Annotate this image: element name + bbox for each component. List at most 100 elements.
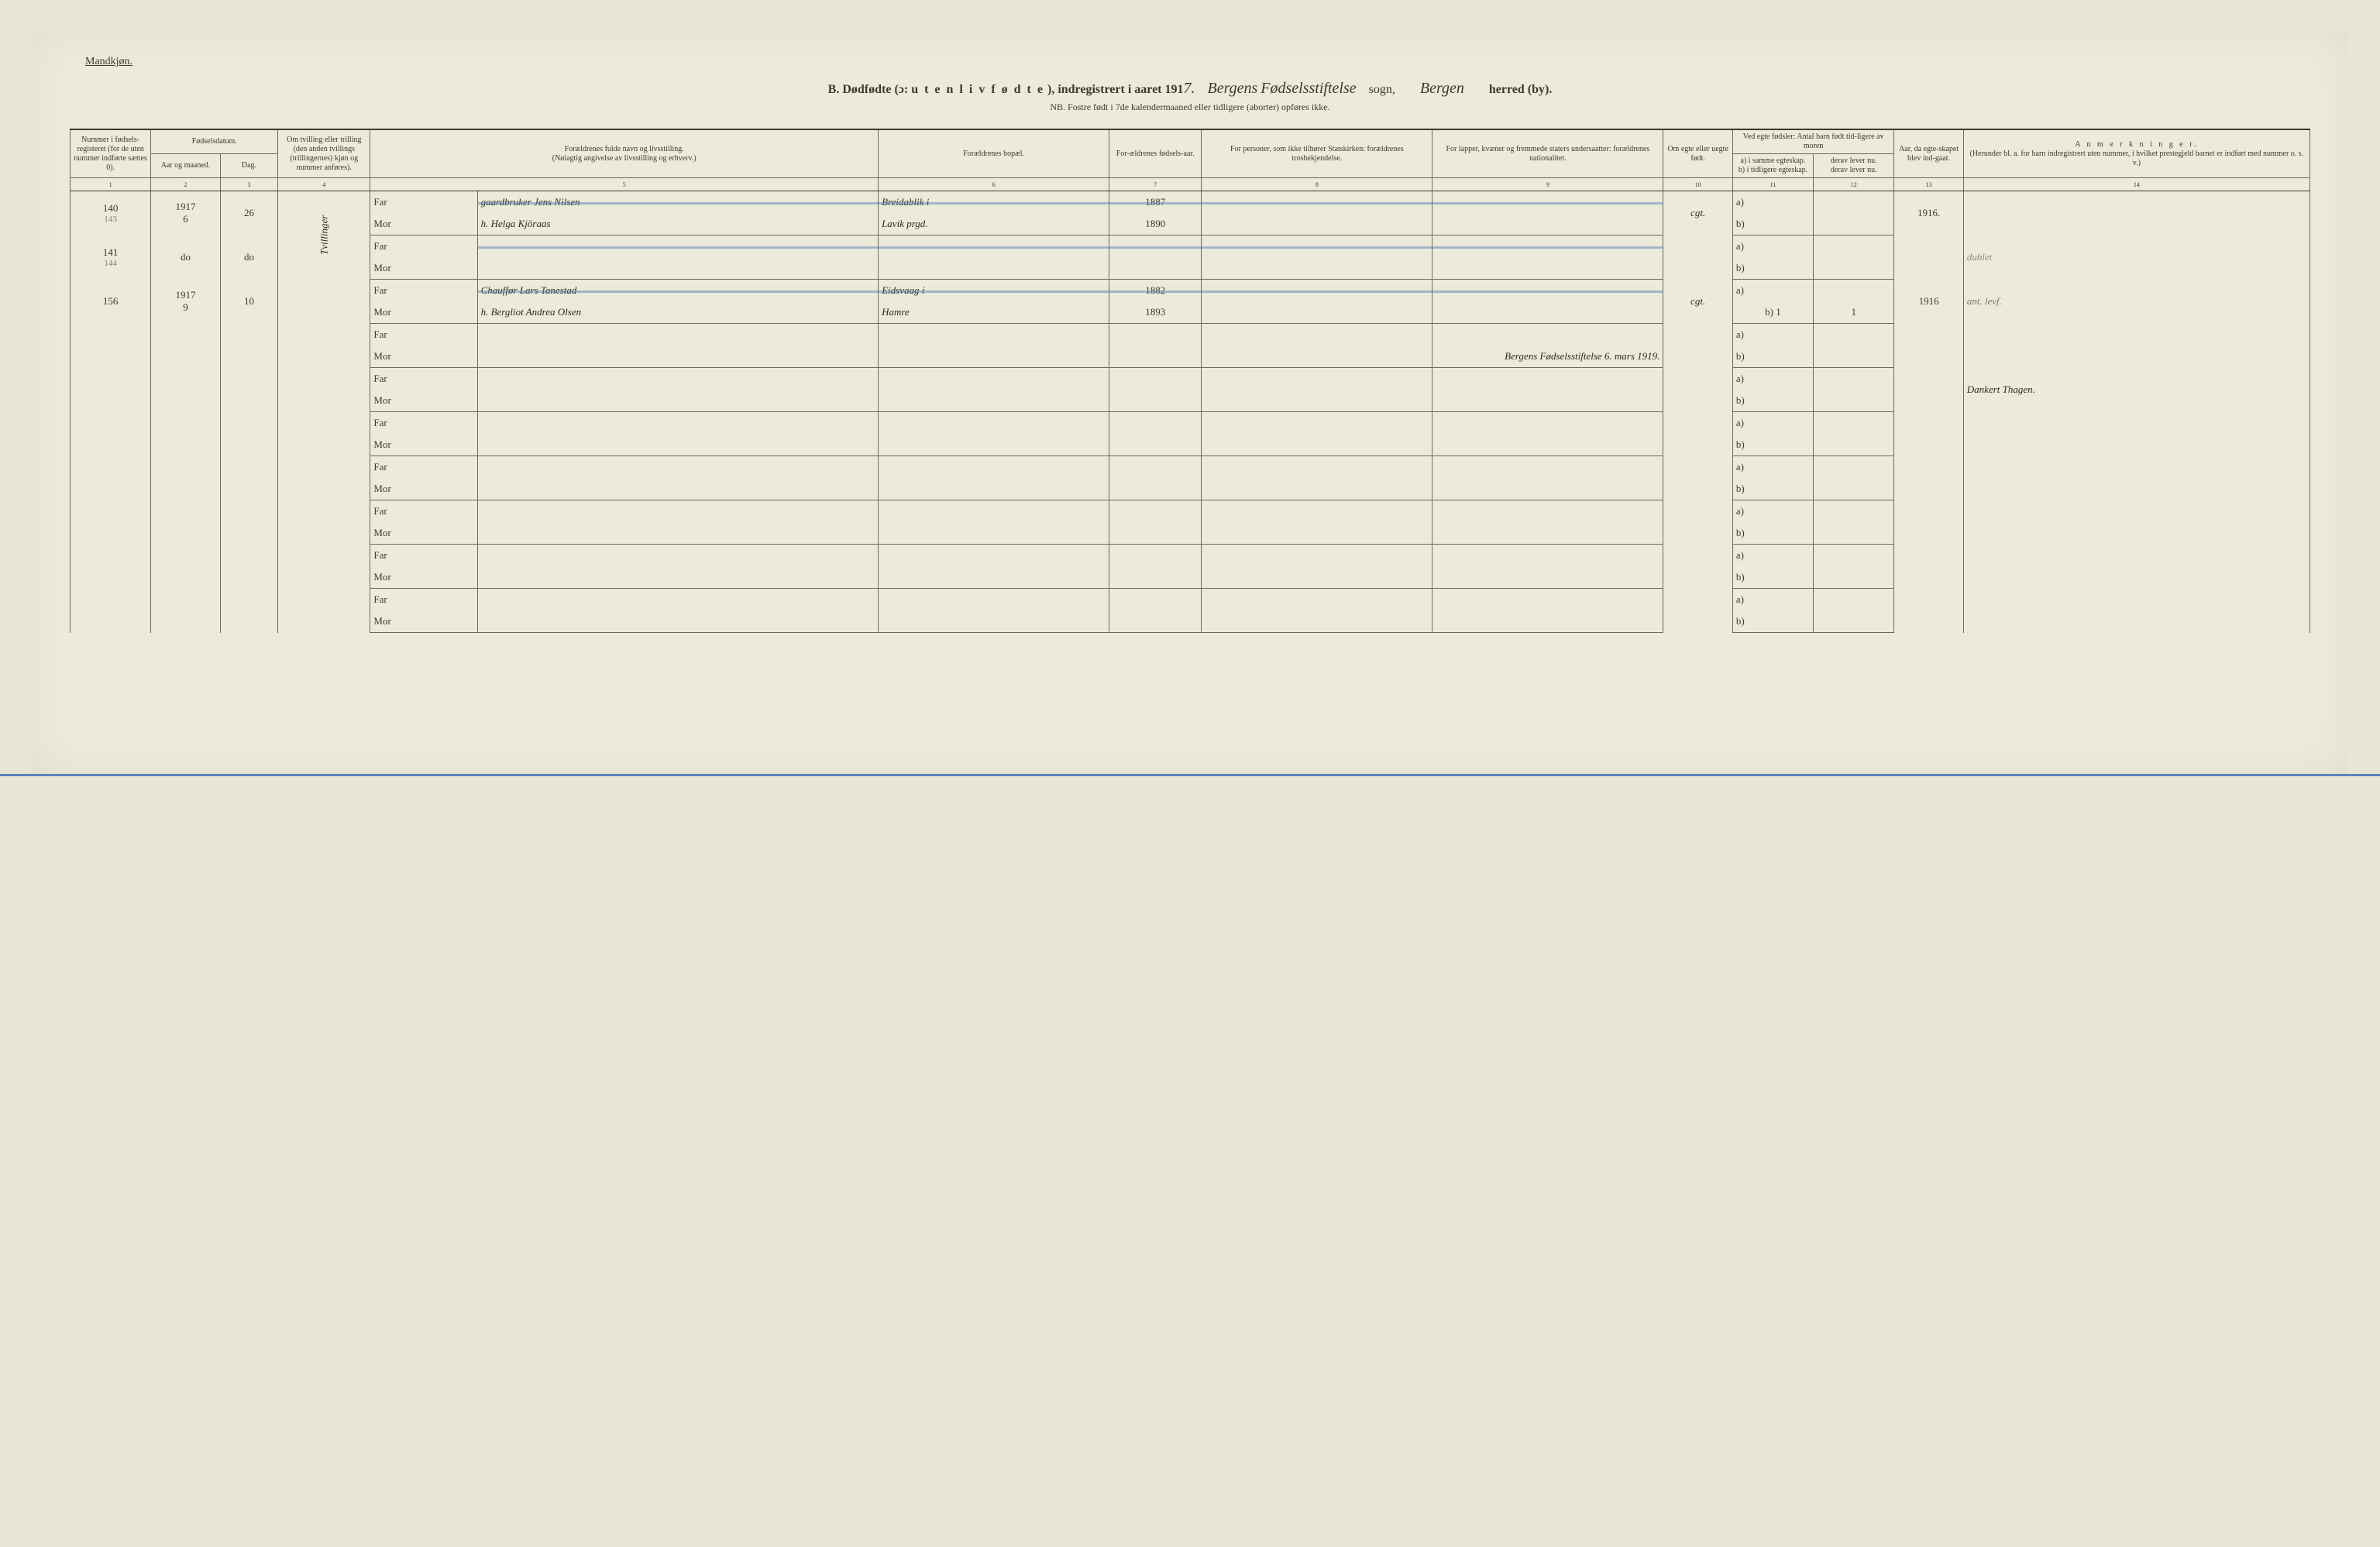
entry-number: 141 144	[71, 235, 151, 280]
table-row: Far a) Dankert Thagen.	[71, 368, 2310, 390]
c11a: a)	[1732, 235, 1813, 258]
colnum: 1	[71, 178, 151, 191]
colnum: 3	[220, 178, 278, 191]
table-row: Fara)	[71, 412, 2310, 435]
colnum: 2	[151, 178, 220, 191]
colnum: 13	[1894, 178, 1963, 191]
col-5-header: Forældrenes fulde navn og livsstilling. …	[370, 129, 879, 178]
title-line: B. Dødfødte (ɔ: u t e n l i v f ø d t e …	[70, 80, 2310, 98]
c13: 1916.	[1894, 191, 1963, 235]
c11a: a)	[1732, 280, 1813, 302]
note: ant. levf.	[1963, 280, 2309, 324]
col-1-header: Nummer i fødsels-registeret (for de uten…	[71, 129, 151, 178]
gender-label: Mandkjøn.	[85, 56, 132, 67]
mor-aar: 1890	[1109, 213, 1202, 235]
far-label: Far	[370, 191, 477, 214]
colnum: 10	[1663, 178, 1732, 191]
mor-label: Mor	[370, 257, 477, 280]
entry-year-month: 1917 9	[151, 280, 220, 324]
c9	[1432, 301, 1663, 324]
title-mid: ), indregistrert i aaret 191	[1047, 83, 1184, 96]
c8	[1202, 280, 1432, 302]
mor-name: h. Bergliot Andrea Olsen	[477, 301, 878, 324]
table-row: 141 144 do do Far a) dublet	[71, 235, 2310, 258]
table-row: Fara)	[71, 456, 2310, 479]
tvilling	[278, 280, 370, 324]
far-aar: 1882	[1109, 280, 1202, 302]
note	[1963, 191, 2309, 235]
col-12-header: derav lever nu. derav lever nu.	[1814, 154, 1894, 178]
c11b: b)	[1732, 213, 1813, 235]
colnum: 5	[370, 178, 879, 191]
col-14-header: A n m e r k n i n g e r. (Herunder bl. a…	[1963, 129, 2309, 178]
signature-name: Dankert Thagen.	[1963, 368, 2309, 412]
herred-label: herred (by).	[1489, 83, 1552, 96]
far-label: Far	[370, 368, 477, 390]
c13: 1916	[1894, 280, 1963, 324]
c12a	[1814, 280, 1894, 302]
col-14-header-sub: (Herunder bl. a. for barn indregistrert …	[1967, 150, 2306, 168]
col-10-header: Om egte eller uegte født.	[1663, 129, 1732, 178]
sogn-hand-1: Bergens	[1208, 80, 1258, 97]
c12a	[1814, 235, 1894, 258]
c8	[1202, 301, 1432, 324]
col-12a: derav lever nu.	[1817, 156, 1890, 166]
entry-day: 26	[220, 191, 278, 235]
c11b: b) 1	[1732, 301, 1813, 324]
col-2b-header: Dag.	[220, 154, 278, 178]
year-suffix: 7.	[1184, 80, 1195, 97]
col-11b: b) i tidligere egteskap.	[1736, 166, 1810, 175]
column-number-row: 1 2 3 4 5 6 7 8 9 10 11 12 13 14	[71, 178, 2310, 191]
far-name: gaardbruker Jens Nilsen	[477, 191, 878, 214]
mor-aar	[1109, 257, 1202, 280]
c9	[1432, 213, 1663, 235]
mor-label: Mor	[370, 213, 477, 235]
colnum: 12	[1814, 178, 1894, 191]
far-label: Far	[370, 324, 477, 346]
signature-place: Bergens Fødselsstiftelse 6. mars 1919.	[1432, 345, 1663, 368]
col-9-header: For lapper, kvæner og fremmede staters u…	[1432, 129, 1663, 178]
table-row: 140 143 1917 6 26 Tvillinger Far gaardbr…	[71, 191, 2310, 214]
egte: cgt.	[1663, 280, 1732, 324]
register-table: Nummer i fødsels-registeret (for de uten…	[70, 129, 2310, 633]
header-top: Mandkjøn.	[70, 54, 2310, 68]
sogn-hand-2: Fødselsstiftelse	[1261, 80, 1356, 97]
far-bopael	[879, 235, 1109, 258]
col-12b: derav lever nu.	[1817, 166, 1890, 175]
tvilling-note: Tvillinger	[278, 191, 370, 280]
subtitle: NB. Fostre født i 7de kalendermaaned ell…	[70, 101, 2310, 113]
mor-bopael: Hamre	[879, 301, 1109, 324]
colnum: 8	[1202, 178, 1432, 191]
colnum: 4	[278, 178, 370, 191]
egte: cgt.	[1663, 191, 1732, 235]
entry-number: 140 143	[71, 191, 151, 235]
table-row: Fara)	[71, 545, 2310, 567]
sogn-label: sogn,	[1369, 83, 1395, 96]
col-11a: a) i samme egteskap.	[1736, 156, 1810, 166]
far-name	[477, 235, 878, 258]
table-row: 156 1917 9 10 Far Chauffør Lars Tanestad…	[71, 280, 2310, 302]
c13	[1894, 235, 1963, 280]
col-2-header: Fødselsdatum.	[151, 129, 278, 154]
c9	[1432, 257, 1663, 280]
entry-year-month: 1917 6	[151, 191, 220, 235]
c11a: a)	[1732, 191, 1813, 214]
colnum: 14	[1963, 178, 2309, 191]
colnum: 7	[1109, 178, 1202, 191]
table-row: Far a)	[71, 324, 2310, 346]
far-bopael: Eidsvaag i	[879, 280, 1109, 302]
mor-name: h. Helga Kjöraas	[477, 213, 878, 235]
c9	[1432, 191, 1663, 214]
col-5-header-sub: (Nøiagtig angivelse av livsstilling og e…	[373, 154, 875, 163]
mor-label: Mor	[370, 390, 477, 412]
c8	[1202, 191, 1432, 214]
col-2a-header: Aar og maaned.	[151, 154, 220, 178]
col-13-header: Aar, da egte-skapet blev ind-gaat.	[1894, 129, 1963, 178]
far-aar	[1109, 235, 1202, 258]
mor-bopael	[879, 257, 1109, 280]
table-body: 140 143 1917 6 26 Tvillinger Far gaardbr…	[71, 191, 2310, 633]
egte	[1663, 235, 1732, 280]
title-prefix: B. Dødfødte (ɔ:	[828, 83, 909, 96]
entry-day: do	[220, 235, 278, 280]
entry-number: 156	[71, 280, 151, 324]
